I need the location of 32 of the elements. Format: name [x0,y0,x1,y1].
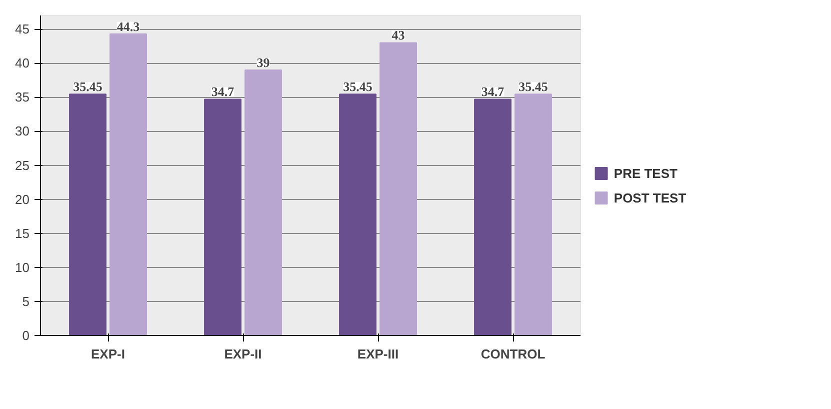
x-tick-label: EXP-III [357,346,399,362]
data-label: 34.7 [211,84,235,100]
x-tick-label: CONTROL [480,346,546,362]
y-tick-label: 0 [22,328,30,343]
data-label: 39 [256,54,270,70]
y-tick-label: 25 [15,158,30,173]
x-tick-label: EXP-II [224,346,262,362]
x-tick-label: EXP-I [91,346,125,362]
bar [380,42,417,336]
bar [514,94,552,336]
legend-label: POST TEST [614,190,686,206]
bar [244,69,282,336]
y-tick-label: 40 [15,56,30,71]
bar [110,33,147,336]
data-label: 34.7 [481,84,505,100]
bar [204,98,242,336]
y-tick-label: 20 [15,192,30,207]
y-tick-label: 15 [15,226,30,241]
y-tick-label: 35 [15,90,30,105]
bar [474,98,512,336]
data-label: 44.3 [116,18,140,34]
bar [69,94,106,336]
data-label: 35.45 [518,79,548,94]
y-tick-label: 30 [15,124,30,139]
y-tick-label: 5 [22,294,30,309]
data-label: 35.45 [73,79,103,94]
legend-label: PRE TEST [614,166,678,181]
data-label: 43 [392,28,406,43]
data-label: 35.45 [343,79,373,94]
y-tick-label: 45 [15,22,30,37]
y-tick-label: 10 [15,260,30,275]
bar [339,94,376,336]
